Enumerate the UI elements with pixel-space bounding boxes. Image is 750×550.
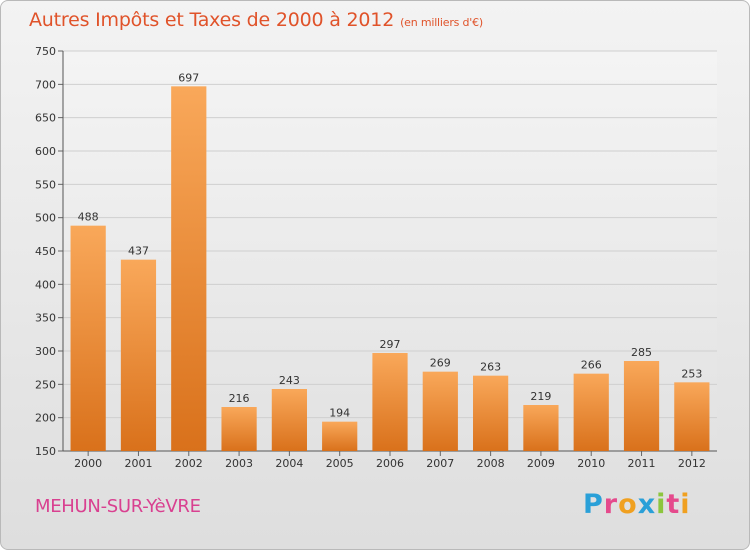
x-tick-label: 2002 [175, 457, 203, 470]
bar-2002 [171, 86, 207, 451]
x-tick-label: 2007 [426, 457, 454, 470]
x-tick-label: 2004 [275, 457, 303, 470]
bar-value-label: 437 [128, 245, 149, 258]
bar-value-label: 297 [380, 338, 401, 351]
x-axis-ticks: 2000 2001 2002 2003 2004 2005 2006 2007 2008 2009… [74, 451, 706, 470]
x-tick-label: 2006 [376, 457, 404, 470]
x-tick-label: 2003 [225, 457, 253, 470]
bars: 488 437 697 216 243 194 297 269 263 219 266 285 253 [70, 71, 710, 451]
bar-2003 [221, 407, 257, 451]
y-tick-label: 350 [35, 312, 56, 325]
x-tick-label: 2005 [326, 457, 354, 470]
bar-value-label: 285 [631, 346, 652, 359]
y-tick-label: 500 [35, 212, 56, 225]
bar-2008 [473, 375, 509, 451]
logo-letter: r [603, 489, 619, 520]
y-tick-label: 650 [35, 112, 56, 125]
bar-value-label: 253 [681, 367, 702, 380]
chart-unit: (en milliers d'€) [400, 16, 483, 29]
bar-2004 [271, 389, 307, 451]
proxiti-logo: Proxiti [583, 489, 691, 520]
x-tick-label: 2012 [678, 457, 706, 470]
bar-value-label: 194 [329, 407, 350, 420]
bar-2010 [573, 373, 609, 451]
bar-2005 [322, 421, 358, 451]
x-tick-label: 2010 [577, 457, 605, 470]
chart-title: Autres Impôts et Taxes de 2000 à 2012 (en… [29, 9, 483, 31]
bar-2006 [372, 353, 408, 451]
bar-value-label: 243 [279, 374, 300, 387]
logo-letter: i [680, 489, 691, 520]
logo-letter: t [666, 489, 681, 520]
y-tick-label: 450 [35, 245, 56, 258]
y-tick-label: 200 [35, 412, 56, 425]
bar-value-label: 216 [229, 392, 250, 405]
logo-letter: i [656, 489, 667, 520]
bar-2001 [120, 259, 157, 451]
x-tick-label: 2011 [628, 457, 656, 470]
logo-letter: o [618, 489, 638, 520]
x-tick-label: 2008 [477, 457, 505, 470]
bar-value-label: 697 [178, 71, 199, 84]
bar-2000 [70, 225, 106, 451]
bar-value-label: 269 [430, 357, 451, 370]
y-tick-label: 400 [35, 278, 56, 291]
y-tick-label: 550 [35, 178, 56, 191]
logo-letter: x [637, 489, 657, 520]
y-tick-label: 250 [35, 378, 56, 391]
bar-value-label: 488 [78, 211, 99, 224]
x-tick-label: 2009 [527, 457, 555, 470]
city-name: MEHUN-SUR-YèVRE [35, 496, 201, 517]
x-tick-label: 2001 [124, 457, 152, 470]
bar-2012 [674, 382, 710, 451]
bar-value-label: 266 [581, 359, 602, 372]
chart-title-text: Autres Impôts et Taxes de 2000 à 2012 [29, 9, 395, 31]
y-tick-label: 600 [35, 145, 56, 158]
bar-value-label: 263 [480, 361, 501, 374]
y-tick-label: 300 [35, 345, 56, 358]
logo-letter: P [583, 489, 604, 520]
bar-2011 [623, 361, 660, 451]
y-tick-label: 750 [35, 45, 56, 58]
y-tick-label: 700 [35, 78, 56, 91]
x-tick-label: 2000 [74, 457, 102, 470]
bar-2007 [422, 371, 458, 451]
bar-value-label: 219 [530, 390, 551, 403]
bar-2009 [523, 405, 559, 451]
y-tick-label: 150 [35, 445, 56, 458]
